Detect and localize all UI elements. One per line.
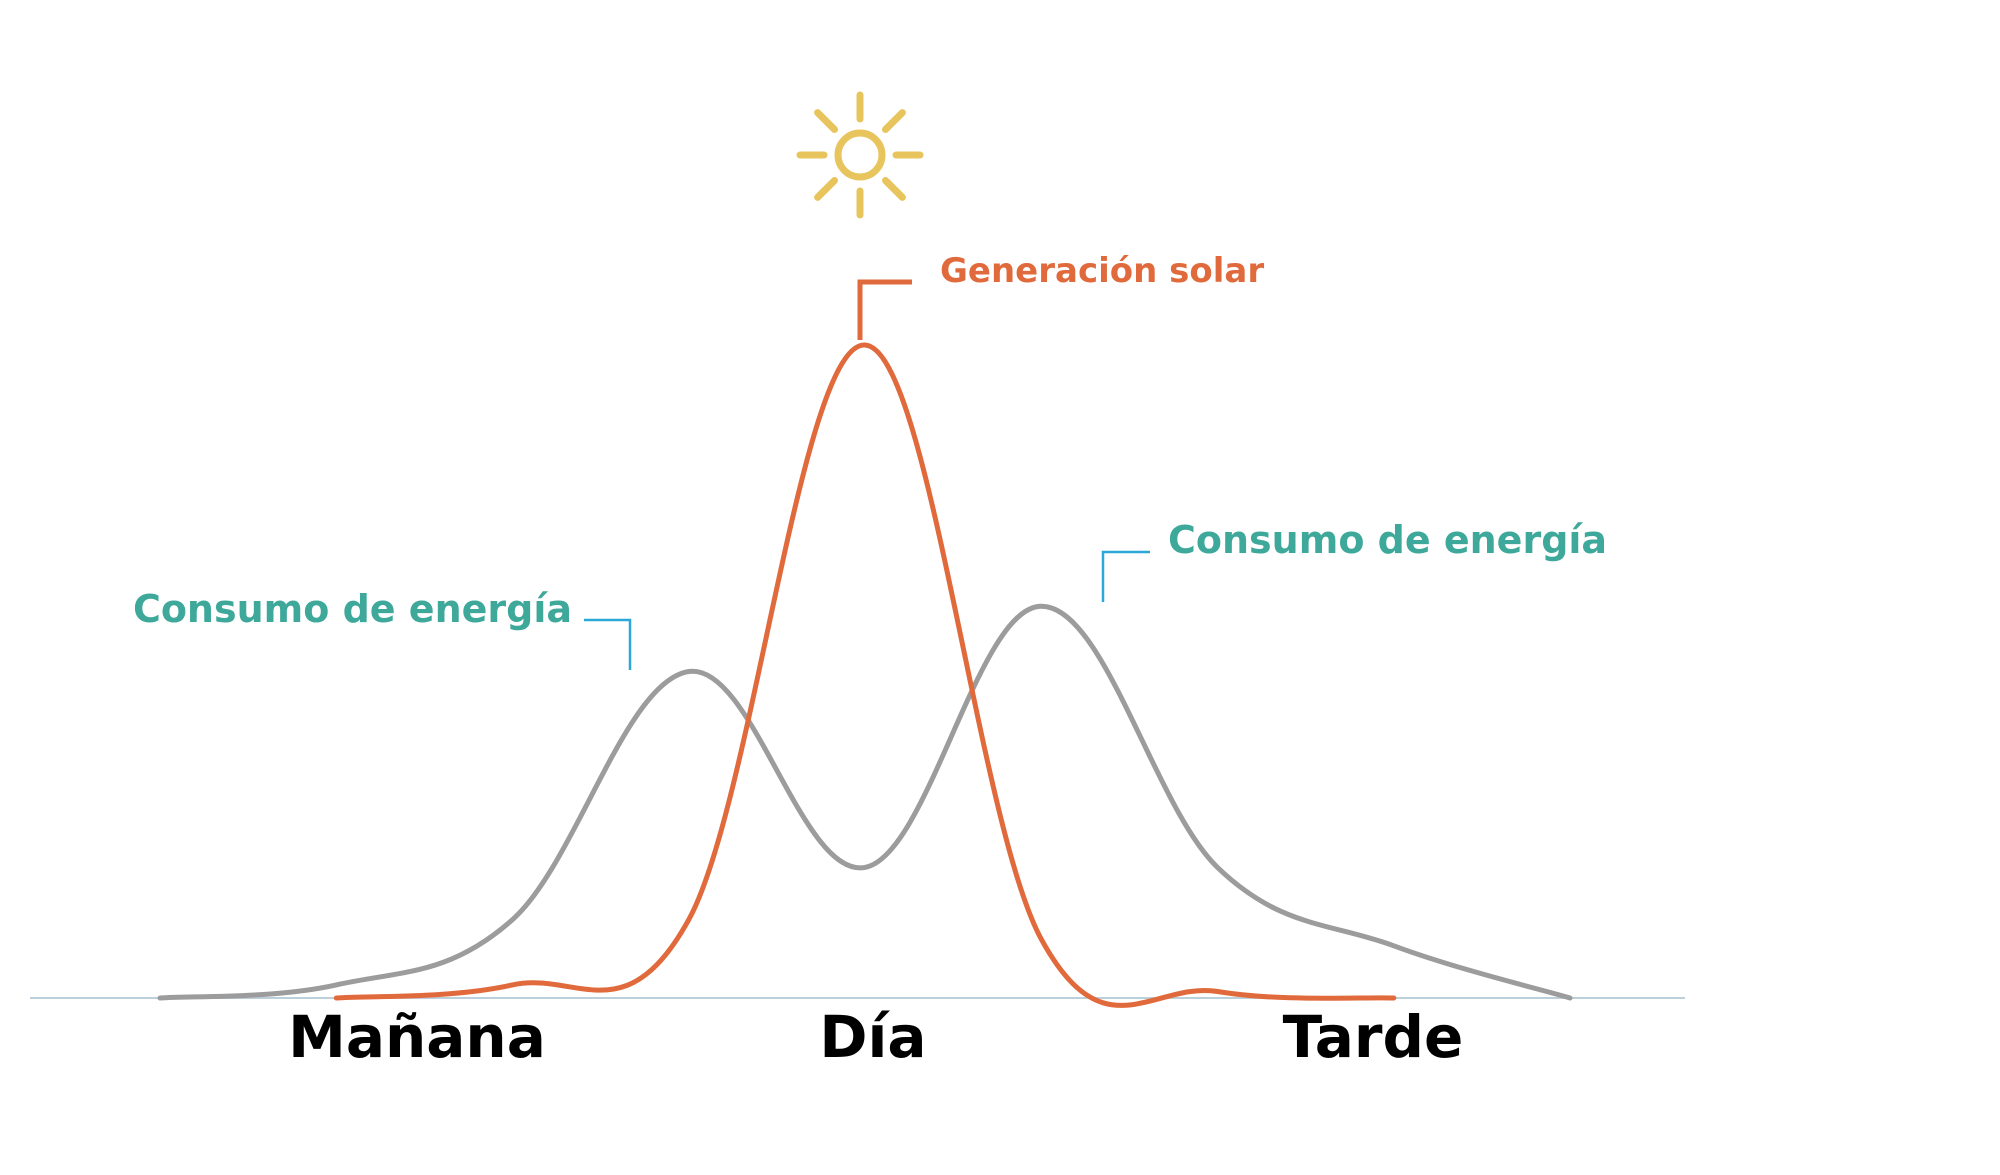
sun-icon bbox=[796, 91, 924, 219]
x-tick-label-tarde: Tarde bbox=[1283, 1003, 1464, 1071]
solar-peak-leader bbox=[857, 279, 912, 340]
x-tick-label-manana: Mañana bbox=[288, 1003, 546, 1071]
sun-ray bbox=[882, 109, 906, 133]
evening-consumption-leader bbox=[1101, 550, 1150, 602]
sun-ray bbox=[814, 177, 838, 201]
solar-generation-label: Generación solar bbox=[940, 251, 1264, 291]
sun-ray bbox=[814, 109, 838, 133]
morning-consumption-leader bbox=[584, 618, 632, 670]
x-tick-label-dia: Día bbox=[819, 1003, 926, 1071]
morning-consumption-label: Consumo de energía bbox=[133, 587, 572, 631]
sun-ray bbox=[882, 177, 906, 201]
evening-consumption-label: Consumo de energía bbox=[1168, 518, 1607, 562]
series-solar-line bbox=[333, 342, 1397, 1008]
series-consumption-line bbox=[157, 603, 1573, 1001]
sun-core bbox=[834, 129, 886, 181]
